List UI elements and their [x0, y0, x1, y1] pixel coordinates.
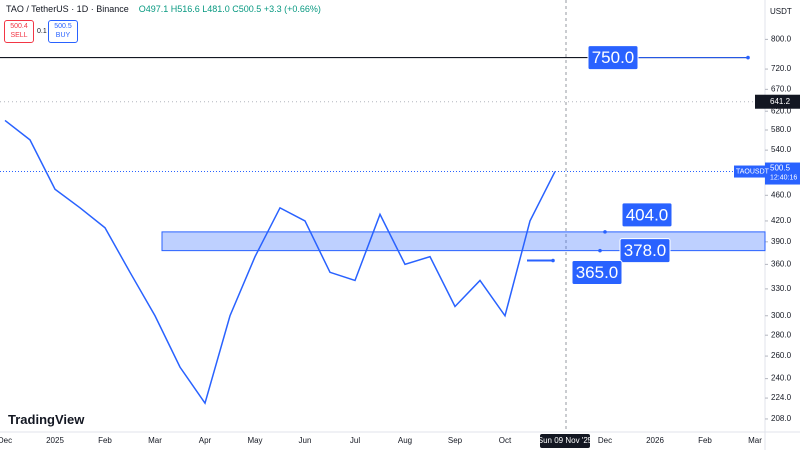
y-tick-label: 240.0 [771, 374, 792, 383]
y-tick-label: 360.0 [771, 259, 792, 268]
crosshair-date-bg [540, 434, 590, 448]
x-tick-label: Mar [148, 436, 162, 445]
x-tick-label: Dec [0, 436, 12, 445]
buy-button[interactable]: 500.5 BUY [48, 20, 78, 43]
level-anchor [603, 230, 607, 234]
x-tick-label: May [247, 436, 262, 445]
sell-button[interactable]: 500.4 SELL [4, 20, 34, 43]
level-anchor [551, 258, 555, 263]
y-tick-label: 300.0 [771, 311, 792, 320]
level-label-bg [571, 259, 623, 285]
y-tick-label: 208.0 [771, 414, 792, 423]
support-zone [161, 231, 766, 252]
high-marker-bg [755, 94, 800, 109]
x-tick-label: Sep [448, 436, 463, 445]
y-tick-label: 280.0 [771, 330, 792, 339]
x-tick-label: Feb [698, 436, 712, 445]
ohlc: O497.1 H516.6 L481.0 C500.5 +3.3 (+0.66%… [138, 4, 321, 14]
high-marker-label: 641.2 [770, 97, 791, 106]
x-tick-label: Apr [199, 436, 212, 445]
buy-label: BUY [55, 32, 71, 39]
y-tick-label: 580.0 [771, 125, 792, 134]
x-tick-label: Dec [598, 436, 612, 445]
x-tick-label: Feb [98, 436, 112, 445]
symbol[interactable]: TAO / TetherUS · 1D · Binance [6, 4, 129, 14]
spread: 0.1 [37, 28, 47, 35]
y-tick-label: 330.0 [771, 284, 792, 293]
x-tick-label: Mar [748, 436, 762, 445]
symbol-tag: TAOUSDT [736, 168, 770, 175]
y-tick-label: 720.0 [771, 64, 792, 73]
y-tick-label: 420.0 [771, 216, 792, 225]
y-tick-label: 224.0 [771, 393, 792, 402]
x-tick-label: 2026 [646, 436, 664, 445]
y-tick-label: 540.0 [771, 145, 792, 154]
price-line [4, 119, 556, 405]
legend-header: TAO / TetherUS · 1D · Binance O497.1 H51… [6, 4, 321, 14]
last-price-label: 500.5 [770, 164, 791, 173]
level-label: 404.0 [626, 205, 669, 224]
level-label-bg [621, 202, 673, 228]
level-label: 365.0 [576, 263, 619, 282]
logo: TradingView [8, 412, 85, 427]
x-tick-label: Jun [299, 436, 312, 445]
y-tick-label: 260.0 [771, 351, 792, 360]
x-tick-label: Oct [499, 436, 512, 445]
y-tick-label: 390.0 [771, 237, 792, 246]
currency: USDT [770, 7, 792, 16]
x-tick-label: Sun 09 Nov '25 [538, 436, 593, 445]
level-label: 378.0 [624, 241, 667, 260]
last-price-bg [765, 162, 800, 185]
level-label-bg [619, 238, 671, 264]
x-tick-label: Aug [398, 436, 412, 445]
x-tick-label: 2025 [46, 436, 64, 445]
buy-price: 500.5 [54, 23, 72, 30]
sell-label: SELL [10, 32, 28, 39]
countdown: 12:40:16 [770, 174, 797, 181]
sell-price: 500.4 [10, 23, 28, 30]
level-label: 750.0 [592, 48, 635, 67]
y-tick-label: 460.0 [771, 190, 792, 199]
level-anchor [598, 248, 602, 253]
x-tick-label: Jul [350, 436, 360, 445]
y-tick-label: 620.0 [771, 106, 792, 115]
symbol-tag-bg [734, 165, 765, 178]
y-tick-label: 670.0 [771, 84, 792, 93]
level-label-bg [587, 45, 639, 71]
y-tick-label: 800.0 [771, 34, 792, 43]
